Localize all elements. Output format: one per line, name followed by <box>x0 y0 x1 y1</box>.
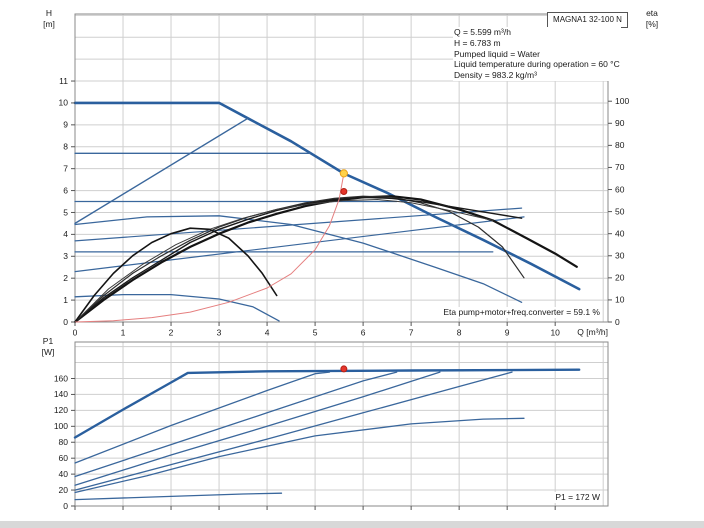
eta-curve-4 <box>74 199 494 323</box>
y-left-tick-label: 160 <box>54 373 68 383</box>
y-right-tick-label: 50 <box>615 206 625 216</box>
info-density: Density = 983.2 kg/m³ <box>453 70 621 81</box>
p1-annotation: P1 = 172 W <box>553 492 602 503</box>
y-right-tick-label: 60 <box>615 184 625 194</box>
operating-point-info: Q = 5.599 m³/h H = 6.783 m Pumped liquid… <box>453 27 621 81</box>
efficiency-point[interactable] <box>340 188 348 196</box>
y-right-tick-label: 30 <box>615 251 625 261</box>
y-left-tick-label: 0 <box>63 317 68 327</box>
y-left-tick-label: 9 <box>63 120 68 130</box>
y-left-tick-label: 8 <box>63 142 68 152</box>
y-right-tick-label: 70 <box>615 162 625 172</box>
p1-axis-title: P1 [W] <box>34 336 62 357</box>
x-tick-label: 5 <box>313 328 318 338</box>
y-left-tick-label: 20 <box>59 485 69 495</box>
y-left-tick-label: 60 <box>59 453 69 463</box>
p1-min-speed-curve <box>74 492 283 501</box>
qh-mid-speed-curve <box>74 215 523 303</box>
window-edge-strip <box>0 521 704 528</box>
qh-max-speed-curve <box>73 101 581 291</box>
plot-frame <box>74 13 609 323</box>
y-left-tick-label: 7 <box>63 163 68 173</box>
p1-chart: 0 20 40 60 80 100 120 140 160 <box>54 341 609 511</box>
x-tick-label: 6 <box>361 328 366 338</box>
y-left-tick-label: 120 <box>54 405 68 415</box>
y-left-tick-label: 100 <box>54 421 68 431</box>
info-temperature: Liquid temperature during operation = 60… <box>453 59 621 71</box>
x-tick-label: 9 <box>505 328 510 338</box>
y-left-tick-label: 0 <box>63 501 68 511</box>
h-axis-title-symbol: H <box>45 8 53 18</box>
power-point[interactable] <box>340 365 348 373</box>
eta-axis-title: eta [%] <box>637 8 667 29</box>
y-left-tick-label: 6 <box>63 185 68 195</box>
x-tick-label: 1 <box>121 328 126 338</box>
y-right-tick-label: 10 <box>615 295 625 305</box>
eta-curve-min <box>74 227 278 323</box>
eta-curve-2 <box>74 195 525 323</box>
y-left-tick-label: 3 <box>63 251 68 261</box>
prop-pressure-line-mid <box>74 207 523 242</box>
y-left-tick-label: 5 <box>63 207 68 217</box>
y-left-tick-label: 11 <box>59 76 68 86</box>
p1-curve-c <box>74 371 441 486</box>
eta-axis-title-symbol: eta <box>646 8 658 18</box>
p1-axis-title-symbol: P1 <box>42 336 54 346</box>
plot-frame <box>74 341 609 507</box>
h-axis-title: H [m] <box>36 8 62 29</box>
y-left-tick-label: 1 <box>63 295 68 305</box>
info-head: H = 6.783 m <box>453 37 621 49</box>
x-tick-label: 4 <box>265 328 270 338</box>
h-axis-title-unit: [m] <box>43 18 55 29</box>
q-axis-title: Q [m³/h] <box>577 327 608 337</box>
x-tick-label: 10 <box>550 328 560 338</box>
y-right-tick-label: 80 <box>615 140 625 150</box>
eta-curve-3 <box>74 196 523 323</box>
y-left-tick-label: 4 <box>63 229 68 239</box>
y-right-tick-label: 90 <box>615 118 625 128</box>
p1-curve-b <box>74 371 398 478</box>
x-tick-label: 3 <box>217 328 222 338</box>
p1-curve-d <box>74 371 513 491</box>
x-tick-label: 2 <box>169 328 174 338</box>
x-tick-label: 0 <box>73 328 78 338</box>
p1-max-speed-curve <box>73 368 581 439</box>
y-left-tick-label: 80 <box>59 437 69 447</box>
pump-model-box: MAGNA1 32-100 N <box>547 12 628 28</box>
y-right-tick-label: 20 <box>615 273 625 283</box>
y-right-tick-label: 40 <box>615 228 625 238</box>
system-curve <box>74 172 345 323</box>
y-left-tick-label: 10 <box>59 98 69 108</box>
p1-curve-a <box>74 371 331 464</box>
eta-axis-title-unit: [%] <box>645 18 659 29</box>
x-tick-label: 7 <box>409 328 414 338</box>
info-flow: Q = 5.599 m³/h <box>453 27 621 38</box>
eta-annotation: Eta pump+motor+freq.converter = 59.1 % <box>441 307 602 318</box>
duty-point[interactable] <box>339 169 348 178</box>
prop-pressure-line-low <box>74 216 525 273</box>
y-right-tick-label: 100 <box>615 96 629 106</box>
p1-axis-title-unit: [W] <box>41 346 55 357</box>
x-tick-label: 8 <box>457 328 462 338</box>
y-left-tick-label: 2 <box>63 273 68 283</box>
qh-min-speed-curve <box>74 293 280 322</box>
prop-pressure-line-high <box>74 117 249 225</box>
info-liquid: Pumped liquid = Water <box>453 48 621 60</box>
y-left-tick-label: 140 <box>54 389 68 399</box>
y-left-tick-label: 40 <box>59 469 69 479</box>
p1-curve-e <box>74 417 525 494</box>
y-right-tick-label: 0 <box>615 317 620 327</box>
